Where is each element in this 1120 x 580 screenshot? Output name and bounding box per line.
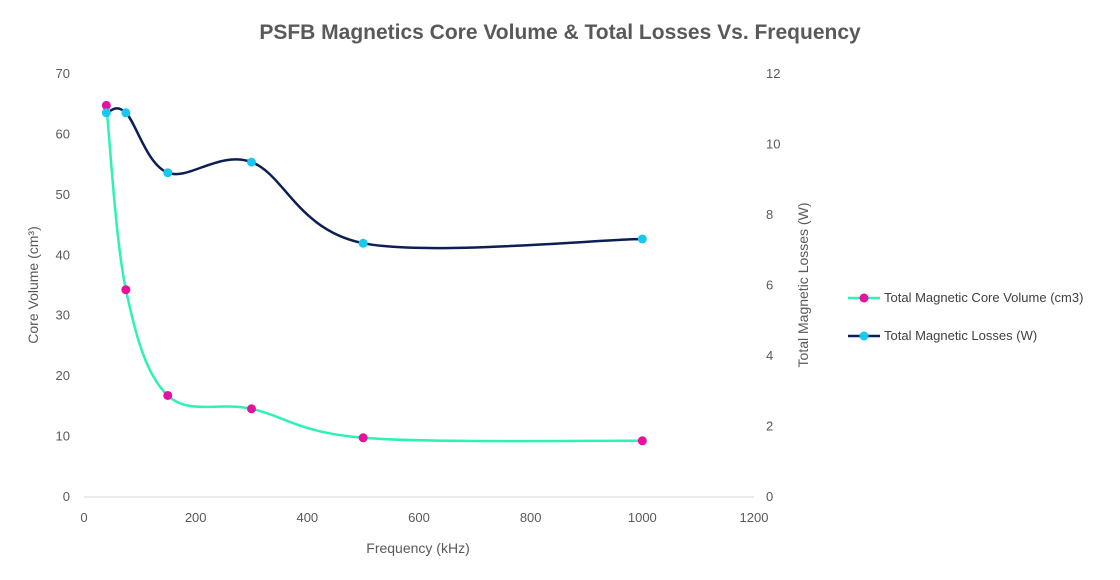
y2-tick-label: 12: [766, 66, 780, 81]
x-tick-label: 1200: [740, 510, 769, 525]
data-point: [163, 390, 173, 400]
data-point: [637, 436, 647, 446]
y-tick-label: 20: [56, 368, 70, 383]
data-point: [358, 433, 368, 443]
legend-item: Total Magnetic Core Volume (cm3): [848, 290, 1083, 305]
y2-tick-label: 8: [766, 207, 773, 222]
data-point: [247, 157, 256, 167]
series-line: [105, 107, 643, 250]
x-tick-label: 0: [80, 510, 87, 525]
y-tick-label: 30: [56, 308, 70, 323]
series-1: [101, 100, 647, 446]
data-point: [121, 108, 131, 118]
x-axis-ticks: 0 200 400 600 800 1000 1200: [80, 510, 768, 525]
y2-axis-ticks: 0 2 4 6 8 10 12: [766, 66, 780, 504]
data-point: [163, 168, 173, 178]
series-2: [101, 107, 647, 250]
y2-tick-label: 6: [766, 278, 773, 293]
data-point: [247, 404, 256, 414]
data-point: [358, 238, 368, 248]
legend: Total Magnetic Core Volume (cm3) Total Ma…: [848, 290, 1083, 343]
data-point: [121, 285, 131, 295]
series-layer: [101, 100, 647, 446]
data-point: [101, 108, 111, 118]
y-tick-label: 40: [56, 247, 70, 262]
x-tick-label: 1000: [628, 510, 657, 525]
y-tick-label: 60: [56, 126, 70, 141]
y2-tick-label: 4: [766, 348, 773, 363]
x-tick-label: 400: [296, 510, 318, 525]
y2-tick-label: 2: [766, 419, 773, 434]
x-tick-label: 200: [185, 510, 207, 525]
legend-item: Total Magnetic Losses (W): [848, 328, 1037, 343]
y-axis-title: Core Volume (cm³): [25, 226, 41, 343]
legend-label: Total Magnetic Losses (W): [884, 328, 1037, 343]
y-tick-label: 50: [56, 187, 70, 202]
y2-axis-title: Total Magnetic Losses (W): [795, 203, 811, 368]
x-axis-title: Frequency (kHz): [366, 540, 469, 556]
x-tick-label: 800: [520, 510, 542, 525]
series-line: [105, 105, 643, 443]
y2-tick-label: 10: [766, 137, 780, 152]
y-axis-ticks: 0 10 20 30 40 50 60 70: [56, 66, 70, 504]
legend-marker: [859, 293, 869, 303]
y-tick-label: 10: [56, 429, 70, 444]
y-tick-label: 0: [63, 489, 70, 504]
legend-label: Total Magnetic Core Volume (cm3): [884, 290, 1083, 305]
data-point: [101, 100, 111, 110]
chart-title: PSFB Magnetics Core Volume & Total Losse…: [259, 21, 861, 44]
y2-tick-label: 0: [766, 489, 773, 504]
x-tick-label: 600: [408, 510, 430, 525]
y-tick-label: 70: [56, 66, 70, 81]
data-point: [637, 234, 647, 244]
legend-marker: [859, 331, 869, 341]
